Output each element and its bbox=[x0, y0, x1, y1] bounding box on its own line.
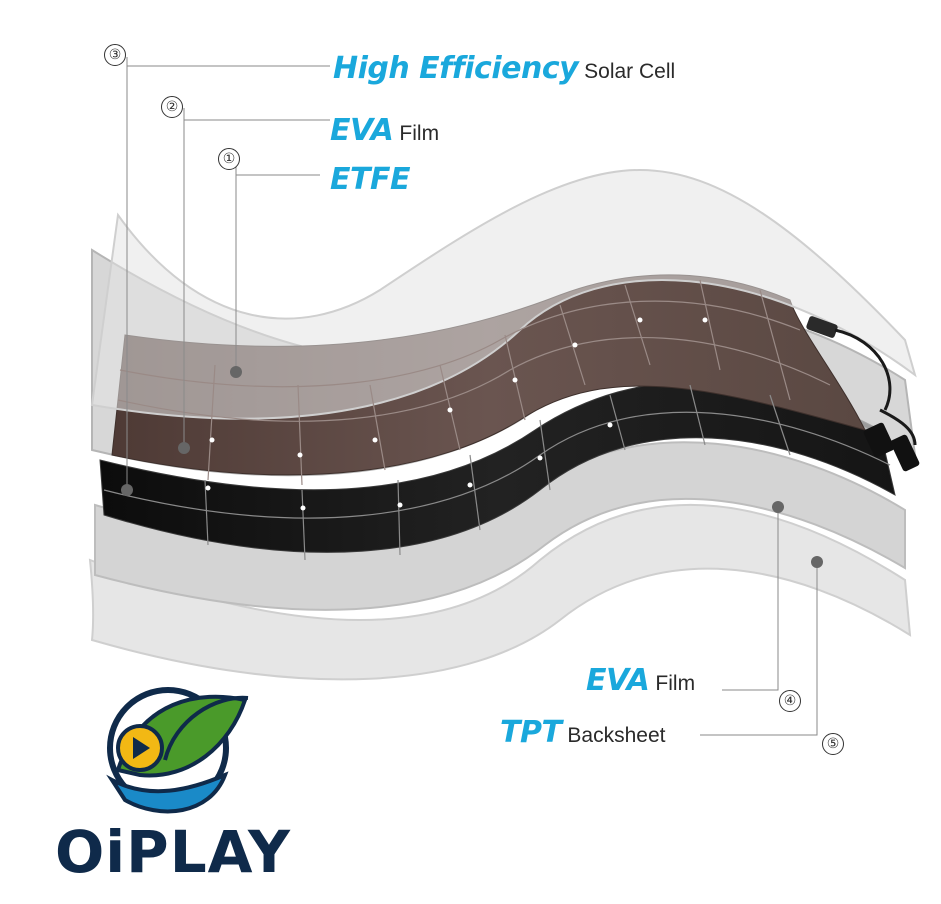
cell-grid-black bbox=[103, 384, 891, 561]
label-tpt-backsheet: TPT Backsheet bbox=[500, 718, 665, 748]
marker-3: ③ bbox=[104, 44, 126, 66]
marker-5: ⑤ bbox=[822, 733, 844, 755]
leader-dots bbox=[121, 366, 823, 568]
marker-4: ④ bbox=[779, 690, 801, 712]
tpt-backsheet-layer bbox=[88, 503, 912, 681]
label-tpt-highlight: TPT bbox=[500, 715, 562, 750]
label-etfe: ETFE bbox=[330, 165, 416, 195]
label-solar-cell: High Efficiency Solar Cell bbox=[333, 54, 675, 84]
label-eva-top-text: Film bbox=[399, 122, 440, 145]
leaf-play-wave-icon bbox=[106, 687, 249, 814]
label-eva-bottom-text: Film bbox=[655, 672, 696, 695]
label-eva-film-bottom: EVA Film bbox=[586, 666, 695, 696]
cell-intersection-dots bbox=[205, 317, 708, 511]
junction-box-cables bbox=[806, 316, 920, 472]
label-etfe-highlight: ETFE bbox=[330, 162, 410, 197]
marker-2: ② bbox=[161, 96, 183, 118]
label-solar-cell-highlight: High Efficiency bbox=[333, 51, 579, 86]
marker-1: ① bbox=[218, 148, 240, 170]
brand-logo-text: OiPLAY bbox=[55, 818, 291, 886]
label-eva-top-highlight: EVA bbox=[330, 113, 394, 148]
label-solar-cell-text: Solar Cell bbox=[584, 60, 676, 83]
leader-lines bbox=[126, 57, 818, 736]
label-eva-film-top: EVA Film bbox=[330, 116, 439, 146]
solar-cell-black-layer bbox=[99, 380, 896, 553]
label-eva-bottom-highlight: EVA bbox=[586, 663, 650, 698]
label-tpt-text: Backsheet bbox=[567, 724, 666, 747]
etfe-top-layer bbox=[90, 168, 917, 420]
